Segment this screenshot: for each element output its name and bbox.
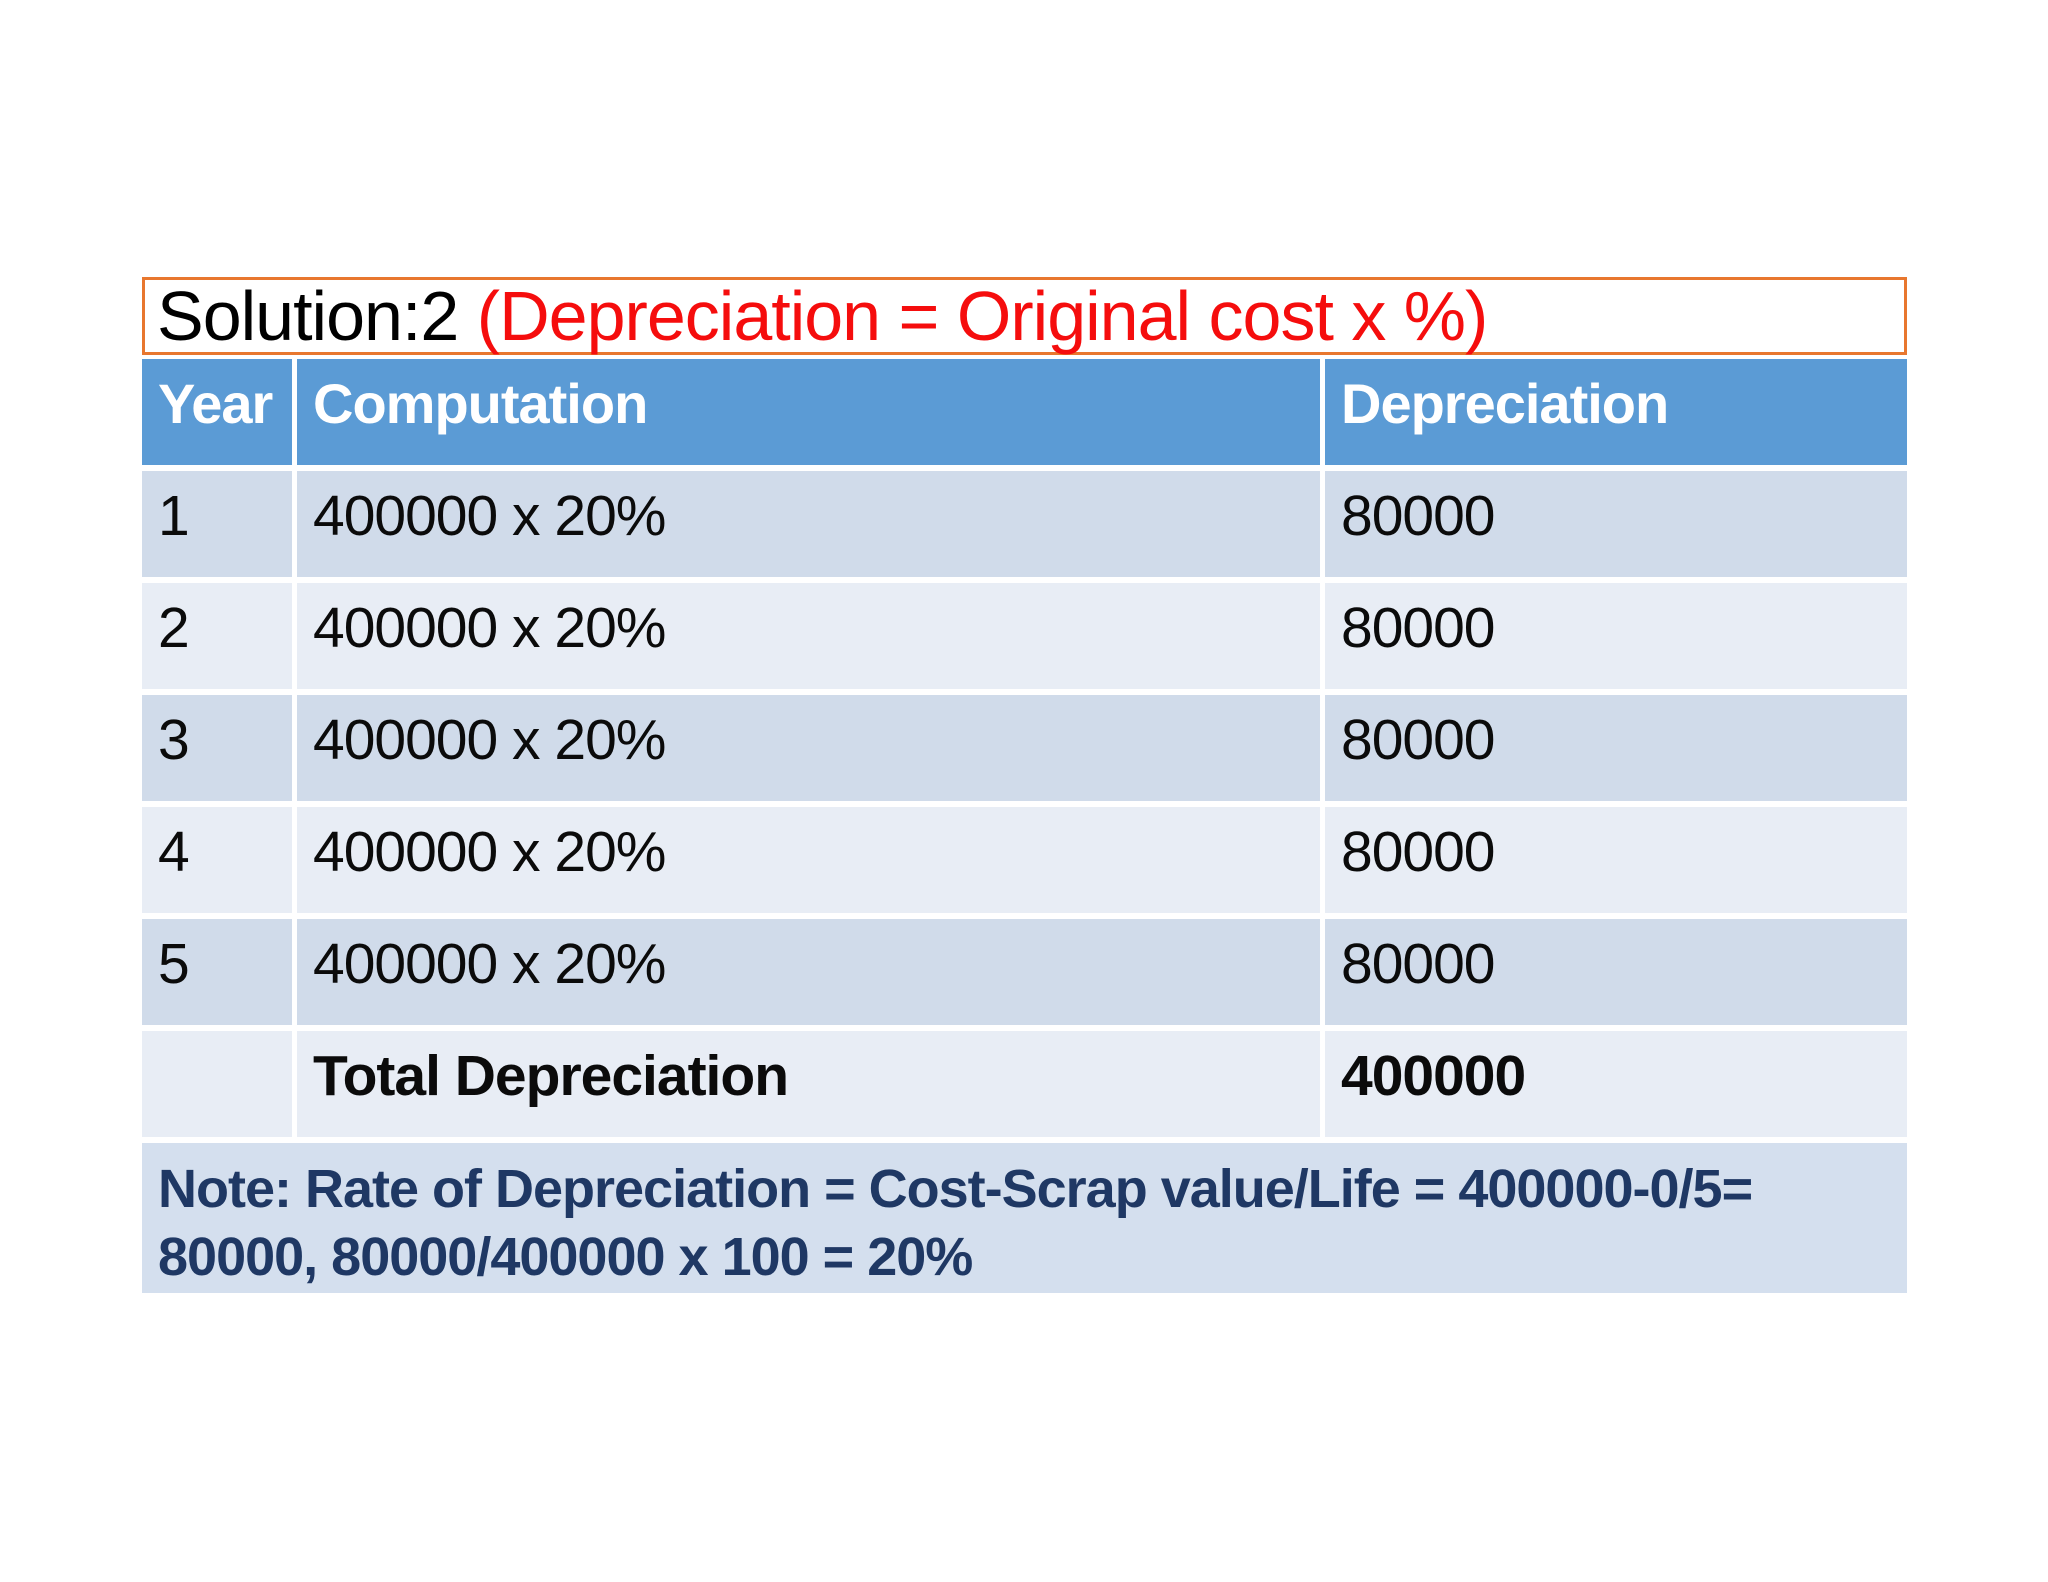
computation-cell: 400000 x 20% [297, 471, 1320, 577]
table-row: 2 400000 x 20% 80000 [142, 583, 1907, 689]
year-cell: 4 [142, 807, 292, 913]
table-row: 1 400000 x 20% 80000 [142, 471, 1907, 577]
depreciation-cell: 80000 [1325, 919, 1907, 1025]
computation-cell: 400000 x 20% [297, 807, 1320, 913]
depreciation-cell: 80000 [1325, 471, 1907, 577]
page-title: Solution:2 (Depreciation = Original cost… [142, 277, 1907, 355]
year-cell: 3 [142, 695, 292, 801]
table-row: 4 400000 x 20% 80000 [142, 807, 1907, 913]
depreciation-cell: 80000 [1325, 695, 1907, 801]
table-total-row: Total Depreciation 400000 [142, 1031, 1907, 1137]
total-label-cell: Total Depreciation [297, 1031, 1320, 1137]
depreciation-table: Year Computation Depreciation 1 400000 x… [142, 359, 1907, 1293]
note-line-1: Note: Rate of Depreciation = Cost-Scrap … [158, 1159, 1753, 1219]
column-header-computation: Computation [297, 359, 1320, 465]
depreciation-cell: 80000 [1325, 807, 1907, 913]
total-value-cell: 400000 [1325, 1031, 1907, 1137]
computation-cell: 400000 x 20% [297, 583, 1320, 689]
table-row: 3 400000 x 20% 80000 [142, 695, 1907, 801]
solution-block: Solution:2 (Depreciation = Original cost… [142, 277, 1907, 1293]
year-cell: 5 [142, 919, 292, 1025]
table-row: 5 400000 x 20% 80000 [142, 919, 1907, 1025]
table-header-row: Year Computation Depreciation [142, 359, 1907, 465]
year-cell [142, 1031, 292, 1137]
computation-cell: 400000 x 20% [297, 695, 1320, 801]
note-line-2: 80000, 80000/400000 x 100 = 20% [158, 1227, 973, 1287]
column-header-depreciation: Depreciation [1325, 359, 1907, 465]
year-cell: 1 [142, 471, 292, 577]
year-cell: 2 [142, 583, 292, 689]
note-row: Note: Rate of Depreciation = Cost-Scrap … [142, 1143, 1907, 1293]
title-formula: (Depreciation = Original cost x %) [476, 277, 1489, 355]
title-prefix: Solution:2 [157, 277, 477, 355]
column-header-year: Year [142, 359, 292, 465]
depreciation-cell: 80000 [1325, 583, 1907, 689]
computation-cell: 400000 x 20% [297, 919, 1320, 1025]
